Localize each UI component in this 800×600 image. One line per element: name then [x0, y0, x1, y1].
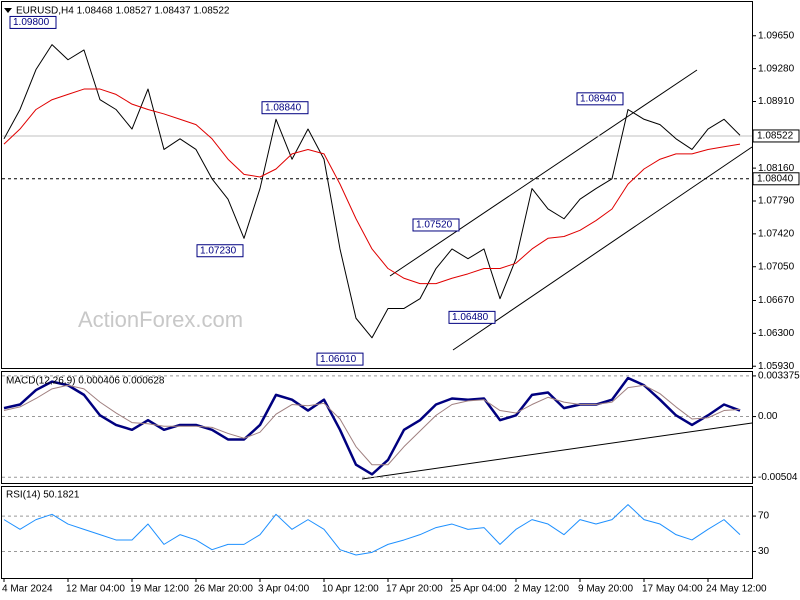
price-label-box — [752, 172, 800, 186]
annotation-label: 1.08940 — [580, 93, 617, 104]
y-tick-label: 1.09650 — [758, 30, 795, 41]
annotation-label: 1.09800 — [13, 17, 50, 28]
watermark: ActionForex.com — [78, 307, 243, 332]
y-tick-label: 1.06670 — [758, 295, 795, 306]
x-tick-label: 17 May 04:00 — [642, 584, 703, 595]
x-tick-label: 2 May 12:00 — [514, 584, 569, 595]
annotation-box — [9, 15, 57, 29]
annotation-box — [412, 218, 460, 232]
series-line — [3, 376, 741, 476]
y-tick-label: -0.00504 — [758, 472, 798, 483]
annotation-box — [576, 92, 624, 106]
macd-panel-frame — [1, 371, 753, 484]
annotation-label: 1.06480 — [452, 312, 489, 323]
price-label: 1.08040 — [757, 173, 794, 184]
panel-title: MACD(12,26,9) 0.000406 0.000628 — [6, 376, 165, 387]
y-tick-label: 1.08910 — [758, 96, 795, 107]
annotation-label: 1.08840 — [265, 102, 302, 113]
y-tick-label: 1.09280 — [758, 63, 795, 74]
panel-title: RSI(14) 50.1821 — [6, 490, 80, 501]
price-label: 1.08522 — [757, 131, 794, 142]
annotation-label: 1.07520 — [416, 220, 453, 231]
panel-title: EURUSD,H4 1.08468 1.08527 1.08437 1.0852… — [16, 6, 230, 17]
annotation-label: 1.07230 — [200, 245, 237, 256]
x-tick-label: 10 Apr 12:00 — [322, 584, 379, 595]
rsi-panel-frame — [1, 486, 753, 579]
annotation-box — [261, 101, 309, 115]
x-tick-label: 26 Mar 20:00 — [194, 584, 253, 595]
y-tick-label: 1.07790 — [758, 196, 795, 207]
y-tick-label: 0.003375 — [758, 371, 800, 382]
x-tick-label: 12 Mar 04:00 — [66, 584, 125, 595]
y-tick-label: 70 — [758, 511, 770, 522]
annotation-box — [448, 310, 496, 324]
series-line — [3, 88, 741, 285]
series-line — [3, 44, 741, 339]
x-tick-label: 9 May 20:00 — [578, 584, 633, 595]
price-label-box — [752, 129, 800, 143]
y-tick-label: 0.00 — [758, 411, 778, 422]
series-line — [3, 384, 741, 466]
y-tick-label: 30 — [758, 546, 770, 557]
annotation-box — [316, 352, 364, 366]
y-tick-label: 1.07050 — [758, 261, 795, 272]
channel-lower — [452, 146, 753, 351]
x-tick-label: 24 May 12:00 — [706, 584, 767, 595]
series-line — [3, 504, 741, 556]
channel-upper — [389, 69, 698, 277]
menu-arrow[interactable] — [4, 8, 12, 13]
macd-trendline — [361, 422, 753, 480]
x-tick-label: 3 Apr 04:00 — [258, 584, 310, 595]
annotation-box — [196, 244, 244, 258]
y-tick-label: 1.07420 — [758, 228, 795, 239]
annotation-label: 1.06010 — [320, 354, 357, 365]
x-tick-label: 25 Apr 04:00 — [450, 584, 507, 595]
y-tick-label: 1.06300 — [758, 328, 795, 339]
y-tick-label: 1.05930 — [758, 361, 795, 372]
y-tick-label: 1.08160 — [758, 163, 795, 174]
x-tick-label: 19 Mar 12:00 — [130, 584, 189, 595]
x-tick-label: 4 Mar 2024 — [2, 584, 53, 595]
x-tick-label: 17 Apr 20:00 — [386, 584, 443, 595]
